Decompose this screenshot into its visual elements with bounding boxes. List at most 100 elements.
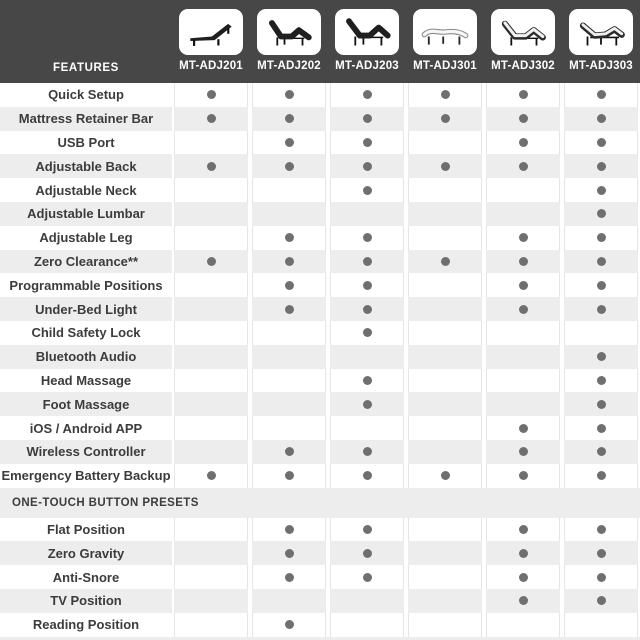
product-tile	[569, 9, 633, 55]
feature-dot	[518, 572, 528, 582]
feature-dot	[518, 596, 528, 606]
feature-row: Foot Massage	[0, 392, 640, 417]
feature-label: Wireless Controller	[0, 439, 172, 464]
feature-dot	[596, 352, 606, 362]
feature-cell	[174, 83, 248, 107]
feature-cell	[564, 225, 638, 250]
model-name: MT-ADJ302	[491, 60, 555, 72]
feature-row: Zero Clearance**	[0, 249, 640, 274]
feature-cell	[330, 83, 404, 107]
feature-cell	[408, 612, 482, 637]
feature-cell	[252, 392, 326, 417]
feature-cell	[486, 368, 560, 393]
feature-cell	[330, 565, 404, 589]
feature-cell	[408, 273, 482, 298]
feature-cell	[564, 178, 638, 202]
product-tile	[179, 9, 243, 55]
feature-cell	[408, 83, 482, 107]
feature-cell	[174, 368, 248, 393]
feature-cell	[486, 83, 560, 107]
feature-cell	[408, 178, 482, 202]
model-column-mt-adj303: MT-ADJ303	[562, 0, 640, 83]
feature-dot	[206, 161, 216, 171]
feature-row: Emergency Battery Backup	[0, 463, 640, 488]
feature-dot	[362, 524, 372, 534]
feature-label: Adjustable Lumbar	[0, 201, 172, 226]
feature-row: Under-Bed Light	[0, 297, 640, 321]
light-bed-flat-icon	[421, 28, 469, 45]
feature-dot	[284, 304, 294, 314]
feature-cell	[408, 416, 482, 440]
feature-cell	[408, 463, 482, 488]
feature-row: Wireless Controller	[0, 439, 640, 464]
feature-cell	[252, 297, 326, 321]
feature-dot	[518, 233, 528, 243]
feature-cell	[486, 517, 560, 542]
bottom-row-sliver	[0, 636, 640, 640]
feature-cell	[174, 273, 248, 298]
feature-dot	[362, 328, 372, 338]
feature-row: Quick Setup	[0, 83, 640, 107]
feature-dot	[362, 471, 372, 481]
feature-label: Head Massage	[40, 372, 132, 388]
feature-dot	[362, 185, 372, 195]
feature-label: Flat Position	[47, 521, 125, 537]
model-column-mt-adj201: MT-ADJ201	[172, 0, 250, 83]
feature-cell	[330, 154, 404, 179]
feature-cell	[564, 588, 638, 613]
feature-cell	[486, 273, 560, 298]
feature-dot	[518, 304, 528, 314]
feature-cell	[174, 416, 248, 440]
feature-dot	[596, 399, 606, 409]
feature-cell	[486, 178, 560, 202]
feature-cell	[564, 344, 638, 369]
feature-cell	[174, 154, 248, 179]
feature-cell	[330, 249, 404, 274]
feature-cell	[486, 201, 560, 226]
feature-cell	[330, 178, 404, 202]
feature-cell	[330, 416, 404, 440]
feature-cell	[330, 588, 404, 613]
feature-cell	[486, 225, 560, 250]
model-name: MT-ADJ301	[413, 60, 477, 72]
feature-row: Adjustable Lumbar	[0, 201, 640, 226]
feature-cell	[174, 297, 248, 321]
feature-label: Zero Clearance**	[0, 249, 172, 274]
feature-cell	[174, 392, 248, 417]
feature-cell	[252, 439, 326, 464]
feature-cell	[486, 565, 560, 589]
feature-dot	[596, 596, 606, 606]
feature-cell	[330, 439, 404, 464]
feature-row: Zero Gravity	[0, 541, 640, 566]
feature-row: TV Position	[0, 588, 640, 613]
feature-dot	[518, 114, 528, 124]
feature-row: Mattress Retainer Bar	[0, 106, 640, 131]
feature-cell	[252, 416, 326, 440]
feature-cell	[252, 249, 326, 274]
feature-dot	[284, 471, 294, 481]
feature-dot	[518, 423, 528, 433]
feature-cell	[174, 320, 248, 345]
feature-cell	[564, 201, 638, 226]
section-header: ONE-TOUCH BUTTON PRESETS	[0, 487, 640, 518]
feature-cell	[252, 225, 326, 250]
feature-dot	[440, 161, 450, 171]
feature-cell	[564, 297, 638, 321]
feature-cell	[486, 106, 560, 131]
feature-cell	[252, 106, 326, 131]
feature-dot	[518, 548, 528, 558]
feature-dot	[596, 375, 606, 385]
feature-dot	[362, 572, 372, 582]
feature-dot	[596, 256, 606, 266]
feature-cell	[408, 517, 482, 542]
feature-cell	[408, 588, 482, 613]
feature-dot	[284, 447, 294, 457]
feature-cell	[408, 201, 482, 226]
model-column-mt-adj202: MT-ADJ202	[250, 0, 328, 83]
feature-cell	[408, 106, 482, 131]
feature-cell	[486, 588, 560, 613]
feature-cell	[564, 517, 638, 542]
feature-dot	[596, 447, 606, 457]
feature-row: Reading Position	[0, 612, 640, 637]
feature-label: TV Position	[0, 588, 172, 613]
